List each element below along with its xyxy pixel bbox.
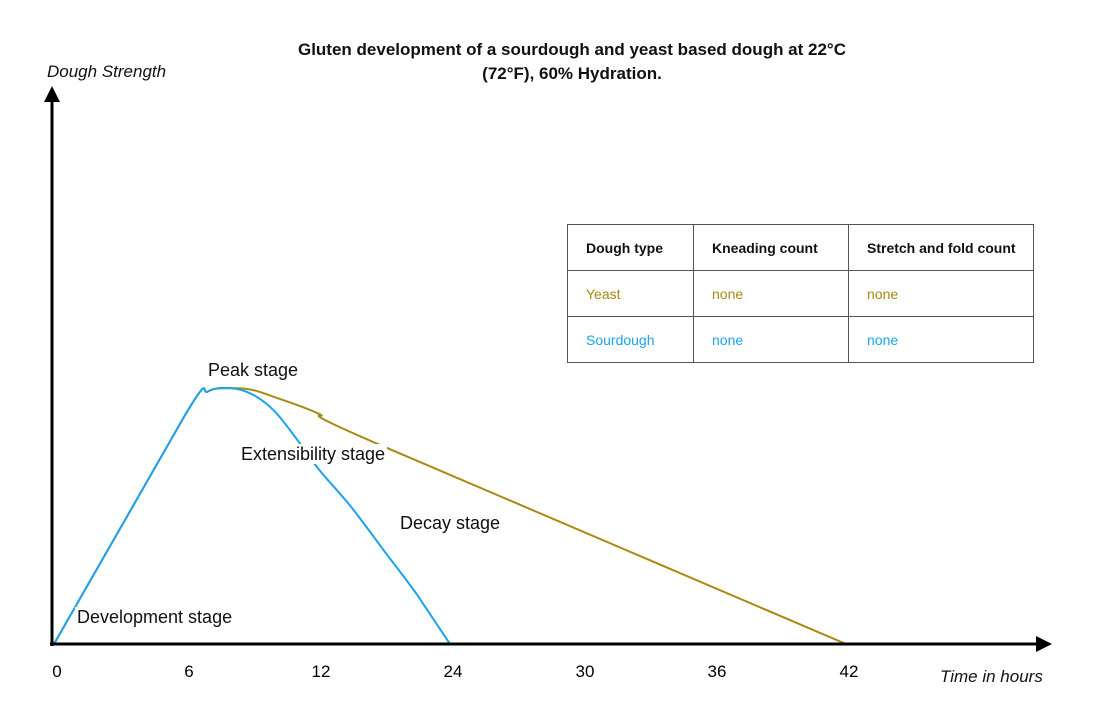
x-tick-label: 36 xyxy=(708,662,727,681)
x-tick-label: 12 xyxy=(312,662,331,681)
table-row-yeast: Yeast none none xyxy=(567,270,1034,317)
x-tick-label: 30 xyxy=(576,662,595,681)
table-cell: none xyxy=(848,270,1034,317)
dough-table: Dough type Kneading count Stretch and fo… xyxy=(567,224,1034,363)
table-cell: Sourdough xyxy=(567,316,694,363)
x-tick-label: 0 xyxy=(52,662,61,681)
y-axis-label: Dough Strength xyxy=(47,62,167,81)
annotation-decay: Decay stage xyxy=(398,513,503,533)
annotation-development: Development stage xyxy=(75,607,235,627)
x-tick-label: 6 xyxy=(184,662,193,681)
table-cell: none xyxy=(848,316,1034,363)
header-dough-type: Dough type xyxy=(567,224,694,271)
header-stretch-fold-count: Stretch and fold count xyxy=(848,224,1034,271)
table-cell: none xyxy=(693,316,849,363)
table-row-sourdough: Sourdough none none xyxy=(567,316,1034,363)
annotation-peak: Peak stage xyxy=(206,360,301,380)
table-cell: Yeast xyxy=(567,270,694,317)
x-tick-label: 24 xyxy=(444,662,463,681)
annotation-extensibility: Extensibility stage xyxy=(239,444,388,464)
y-axis-arrow xyxy=(44,86,60,102)
series-line-sourdough xyxy=(53,386,451,645)
chart-title: Gluten development of a sourdough and ye… xyxy=(297,40,847,83)
header-kneading-count: Kneading count xyxy=(693,224,849,271)
x-axis-arrow xyxy=(1036,636,1052,652)
x-axis-label: Time in hours xyxy=(940,667,1043,686)
x-tick-label: 42 xyxy=(840,662,859,681)
table-header-row: Dough type Kneading count Stretch and fo… xyxy=(567,224,1034,271)
table-cell: none xyxy=(693,270,849,317)
